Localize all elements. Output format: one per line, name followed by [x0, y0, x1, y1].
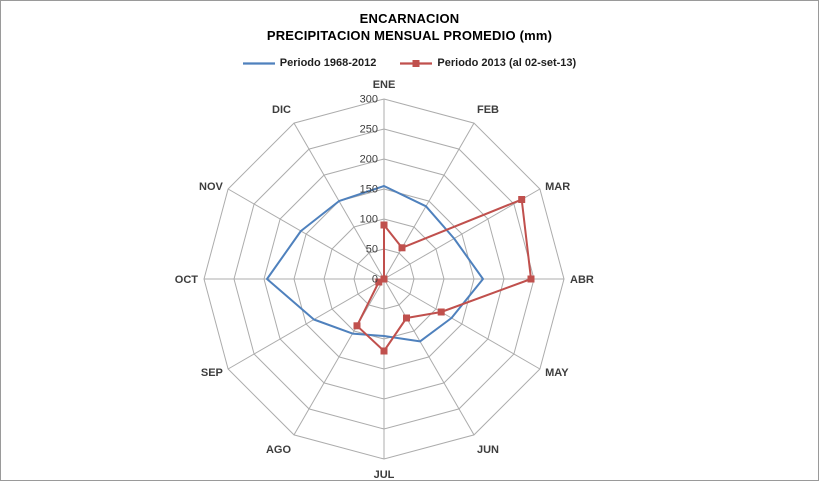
- chart-title-block: ENCARNACION PRECIPITACION MENSUAL PROMED…: [1, 10, 818, 44]
- month-label: FEB: [477, 104, 499, 116]
- series-marker: [403, 314, 410, 322]
- month-label: MAR: [545, 181, 570, 193]
- month-label: SEP: [201, 367, 223, 379]
- legend-line-icon: [242, 61, 275, 65]
- series-marker: [398, 244, 406, 252]
- radial-tick-label: 300: [360, 94, 378, 106]
- grid-spoke: [227, 188, 385, 280]
- legend-label: Periodo 1968-2012: [279, 57, 377, 69]
- series-marker: [353, 322, 361, 330]
- series-marker: [437, 308, 445, 316]
- month-label: OCT: [175, 274, 199, 286]
- month-label: ABR: [570, 274, 594, 286]
- radial-tick-label: 150: [360, 184, 378, 196]
- grid-spoke: [383, 122, 475, 280]
- series-marker: [380, 347, 388, 355]
- legend-item-periodo-1968-2012[interactable]: Periodo 1968-2012: [242, 57, 377, 69]
- series-marker: [380, 275, 388, 283]
- series-periodo-2013-al-02-set-13: [353, 196, 535, 355]
- grid-spoke: [227, 278, 385, 370]
- grid-spoke: [383, 188, 541, 280]
- month-label: JUL: [374, 469, 395, 481]
- chart-subtitle: PRECIPITACION MENSUAL PROMEDIO (mm): [266, 28, 553, 43]
- series-line: [266, 185, 484, 343]
- grid-spoke: [383, 278, 541, 370]
- radial-tick-label: 200: [360, 154, 378, 166]
- month-label: ENE: [373, 79, 396, 91]
- radial-tick-label: 100: [360, 214, 378, 226]
- grid-spoke: [383, 278, 475, 436]
- radar-grid: [203, 98, 565, 460]
- month-label: JUN: [477, 444, 499, 456]
- series-marker: [380, 221, 388, 229]
- series-marker: [375, 278, 383, 286]
- radial-tick-label: 50: [366, 244, 378, 256]
- series-periodo-1968-2012: [266, 185, 484, 343]
- radial-tick-label: 250: [360, 124, 378, 136]
- month-label: NOV: [199, 181, 224, 193]
- legend-item-periodo-2013-al-02-set-13[interactable]: Periodo 2013 (al 02-set-13): [400, 57, 576, 69]
- chart-title: ENCARNACION: [359, 11, 460, 26]
- grid-spoke: [293, 278, 385, 436]
- legend-label: Periodo 2013 (al 02-set-13): [437, 57, 577, 69]
- month-label: DIC: [272, 104, 291, 116]
- radial-tick-label: 0: [372, 274, 378, 286]
- legend-line-square-marker-icon: [400, 59, 433, 67]
- month-label: AGO: [266, 444, 292, 456]
- series-marker: [527, 275, 535, 283]
- chart-legend: Periodo 1968-2012 Periodo 2013 (al 02-set…: [1, 57, 818, 69]
- month-label: MAY: [545, 367, 569, 379]
- series-marker: [518, 196, 526, 203]
